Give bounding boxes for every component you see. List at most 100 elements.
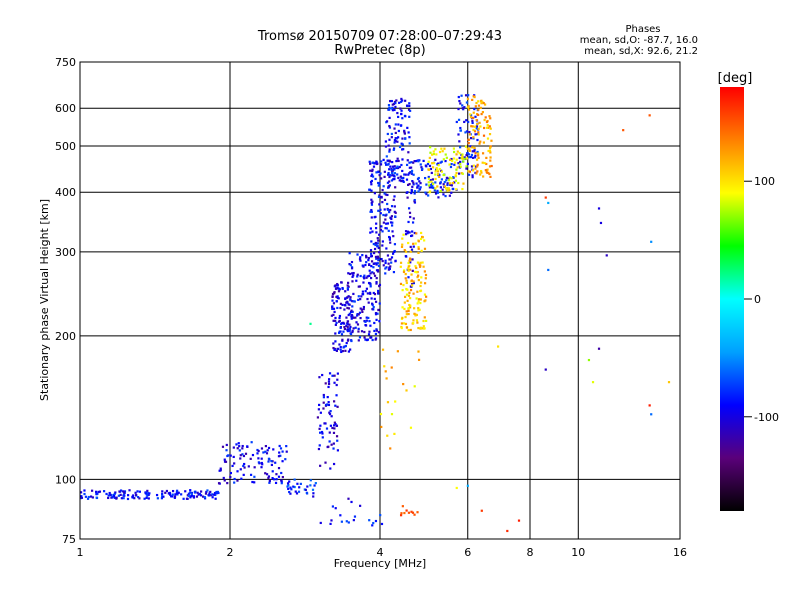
data-point bbox=[107, 496, 110, 500]
data-point bbox=[389, 258, 392, 261]
data-point bbox=[418, 180, 421, 183]
data-point bbox=[371, 168, 374, 171]
data-point bbox=[239, 468, 242, 471]
data-point bbox=[420, 276, 423, 279]
data-point bbox=[326, 395, 329, 399]
data-point bbox=[352, 274, 355, 277]
data-point bbox=[466, 106, 470, 109]
data-point bbox=[289, 486, 292, 489]
data-point bbox=[404, 250, 408, 253]
x-tick-label: 10 bbox=[571, 546, 585, 559]
data-point bbox=[373, 329, 376, 333]
data-point bbox=[473, 146, 476, 150]
data-point bbox=[334, 507, 337, 510]
data-point bbox=[447, 177, 450, 180]
data-point bbox=[343, 327, 347, 331]
data-point bbox=[369, 210, 372, 213]
data-point bbox=[445, 156, 448, 159]
data-point bbox=[242, 464, 245, 468]
data-point bbox=[400, 163, 403, 167]
data-point bbox=[203, 496, 206, 499]
data-point bbox=[134, 491, 137, 494]
data-point bbox=[394, 400, 397, 403]
data-point bbox=[468, 156, 471, 159]
data-point bbox=[417, 300, 420, 303]
data-point bbox=[408, 231, 411, 234]
data-point bbox=[452, 157, 456, 160]
data-point bbox=[403, 301, 406, 304]
data-point bbox=[372, 266, 375, 269]
data-point bbox=[458, 160, 462, 164]
data-point bbox=[404, 99, 407, 102]
data-point bbox=[380, 177, 383, 180]
data-point bbox=[331, 505, 334, 508]
data-point bbox=[233, 462, 236, 465]
data-point bbox=[204, 492, 208, 495]
data-point bbox=[416, 275, 419, 279]
data-point bbox=[377, 289, 380, 293]
data-point bbox=[452, 150, 456, 154]
data-point bbox=[369, 181, 373, 184]
data-point bbox=[413, 160, 416, 163]
data-point bbox=[361, 310, 364, 314]
data-point bbox=[184, 490, 187, 493]
data-point bbox=[385, 266, 388, 269]
data-point bbox=[251, 480, 254, 484]
data-point bbox=[383, 192, 386, 195]
data-point bbox=[389, 99, 392, 103]
data-point bbox=[412, 322, 415, 325]
data-point bbox=[155, 493, 159, 497]
data-point bbox=[477, 100, 480, 103]
data-point bbox=[597, 207, 601, 210]
data-point bbox=[455, 158, 458, 161]
data-point bbox=[267, 446, 271, 450]
data-point bbox=[384, 272, 387, 275]
data-point bbox=[352, 300, 355, 303]
data-point bbox=[364, 323, 367, 327]
data-point bbox=[425, 192, 428, 196]
data-point bbox=[357, 330, 360, 333]
data-point bbox=[376, 256, 379, 260]
data-point bbox=[114, 491, 117, 494]
data-point bbox=[455, 486, 458, 490]
data-point bbox=[260, 457, 263, 460]
data-point bbox=[122, 493, 126, 496]
data-point bbox=[329, 424, 332, 427]
data-point bbox=[194, 490, 197, 493]
data-point bbox=[366, 338, 369, 342]
data-point bbox=[268, 481, 271, 484]
data-point bbox=[376, 270, 380, 273]
plot-frame bbox=[79, 61, 681, 540]
data-point bbox=[221, 445, 225, 448]
data-point bbox=[239, 457, 242, 460]
data-point bbox=[351, 310, 354, 313]
data-point bbox=[146, 494, 149, 497]
data-point bbox=[374, 519, 378, 523]
data-point bbox=[212, 493, 215, 496]
data-point bbox=[419, 237, 423, 241]
data-point bbox=[334, 316, 337, 320]
data-point bbox=[402, 148, 405, 151]
data-point bbox=[400, 177, 403, 180]
data-point bbox=[260, 447, 264, 450]
data-point bbox=[343, 325, 346, 329]
data-point bbox=[415, 232, 418, 235]
data-point bbox=[358, 285, 362, 288]
y-tick-label: 75 bbox=[62, 533, 76, 546]
data-point bbox=[382, 213, 385, 217]
data-point bbox=[477, 152, 480, 155]
data-point bbox=[458, 99, 461, 103]
data-point bbox=[198, 492, 201, 496]
data-point bbox=[461, 107, 464, 110]
data-point bbox=[460, 94, 463, 97]
data-point bbox=[359, 504, 362, 507]
data-point bbox=[461, 155, 464, 158]
data-point bbox=[388, 125, 391, 128]
data-point bbox=[439, 161, 442, 164]
data-point bbox=[489, 145, 492, 148]
data-point bbox=[478, 142, 481, 145]
data-point bbox=[436, 173, 440, 176]
data-point bbox=[406, 268, 409, 271]
data-point bbox=[277, 466, 281, 470]
data-point bbox=[468, 147, 471, 150]
